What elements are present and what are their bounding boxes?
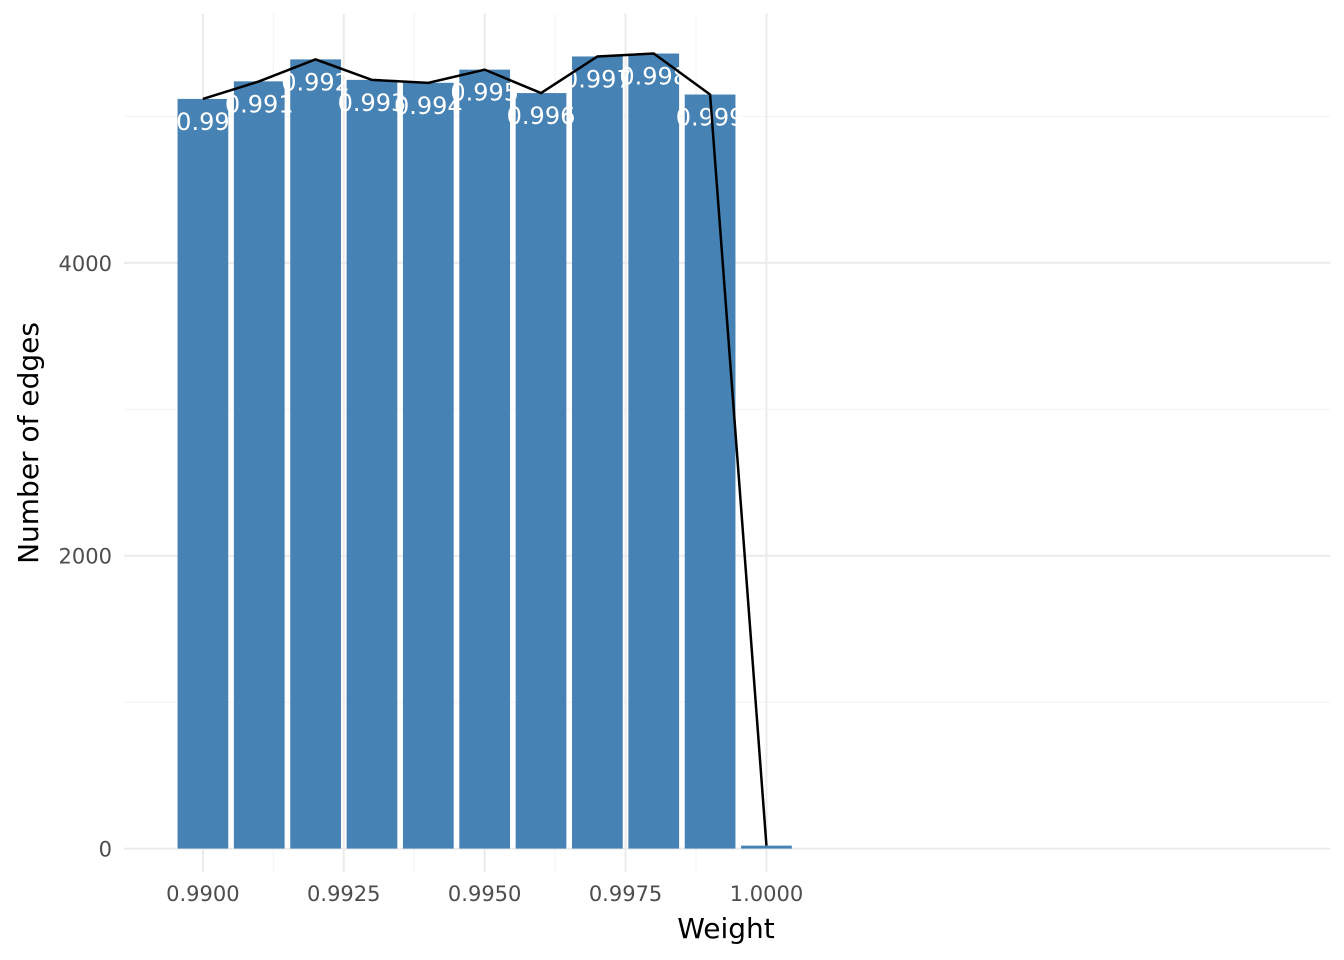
bar-value-label: 0.991 <box>225 90 294 118</box>
trend-line <box>202 52 768 846</box>
trend-line-group <box>202 52 768 846</box>
y-axis-ticks: 0 2000 4000 <box>59 252 112 862</box>
bar <box>177 98 229 849</box>
bar <box>572 56 623 849</box>
x-tick-label: 0.9900 <box>166 882 239 906</box>
y-tick-label: 2000 <box>59 545 112 569</box>
bar-value-label: 0.992 <box>281 68 350 96</box>
bar-labels: 0.990.9910.9920.9930.9940.9950.9960.9970… <box>176 63 744 136</box>
bar-value-label: 0.996 <box>507 102 576 130</box>
y-axis-title: Number of edges <box>12 322 45 564</box>
bar <box>628 53 680 849</box>
x-tick-label: 1.0000 <box>730 882 803 906</box>
bar-value-label: 0.998 <box>619 63 688 91</box>
x-axis-ticks: 0.9900 0.9925 0.9950 0.9975 1.0000 <box>166 882 803 906</box>
x-tick-label: 0.9925 <box>307 882 380 906</box>
y-tick-label: 0 <box>99 838 112 862</box>
bar <box>346 79 398 849</box>
y-tick-label: 4000 <box>59 252 112 276</box>
bar <box>290 59 341 849</box>
bar-value-label: 0.99 <box>176 108 229 136</box>
x-tick-label: 0.9975 <box>589 882 662 906</box>
bar <box>459 69 511 849</box>
bar-value-label: 0.995 <box>450 79 519 107</box>
bars <box>177 53 792 849</box>
bar <box>684 94 736 849</box>
bar <box>402 82 454 849</box>
x-tick-label: 0.9950 <box>448 882 521 906</box>
bar <box>515 93 567 849</box>
bar-value-label: 0.994 <box>394 92 463 120</box>
bar <box>741 845 792 849</box>
x-axis-title: Weight <box>677 912 775 945</box>
bar-value-label: 0.993 <box>338 89 407 117</box>
bar <box>233 81 285 849</box>
